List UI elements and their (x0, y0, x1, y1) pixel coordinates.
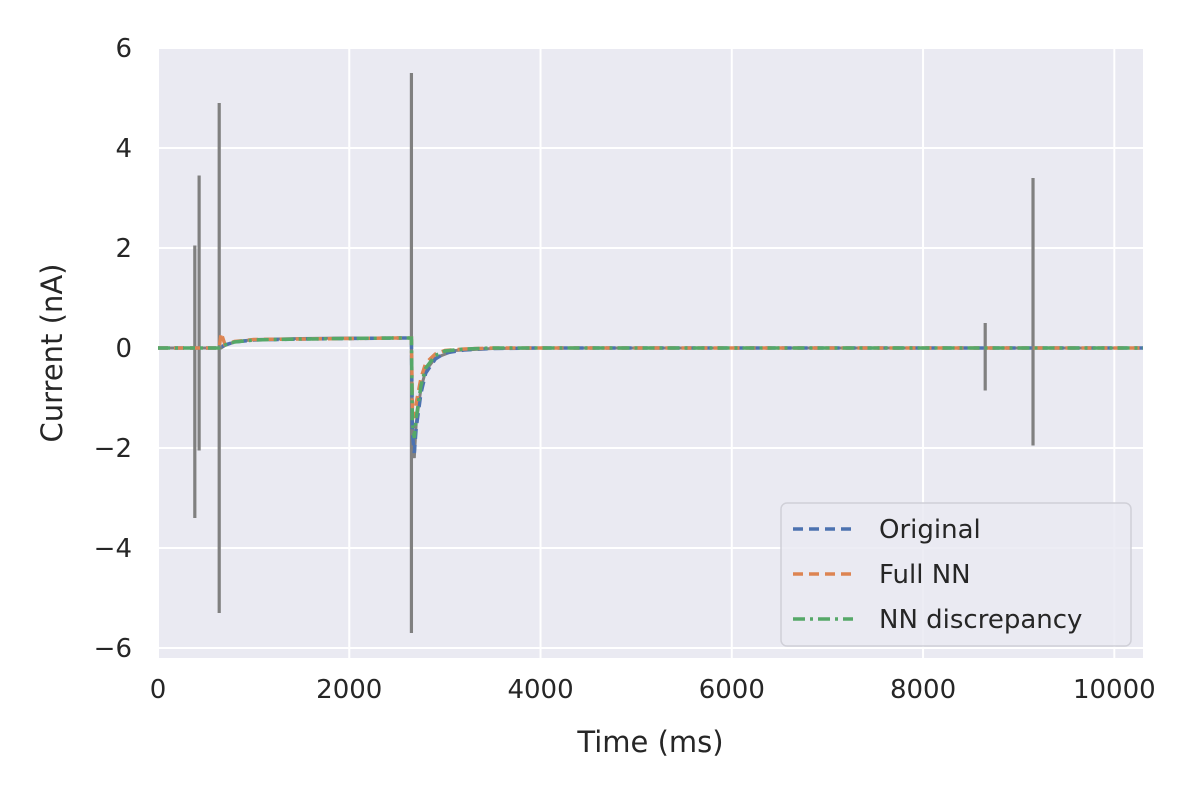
y-tick-label: −6 (94, 634, 132, 664)
legend-box (780, 502, 1132, 647)
legend-label: NN discrepancy (879, 605, 1082, 635)
x-tick-label: 4000 (507, 675, 573, 705)
x-tick-label: 10000 (1073, 675, 1156, 705)
x-tick-label: 6000 (699, 675, 765, 705)
y-tick-label: −2 (94, 434, 132, 464)
y-tick-label: 0 (115, 334, 132, 364)
x-tick-label: 8000 (890, 675, 956, 705)
legend-label: Original (879, 515, 981, 545)
y-tick-label: 6 (115, 34, 132, 64)
series-line-2 (158, 336, 1143, 439)
x-tick-label: 2000 (316, 675, 382, 705)
y-tick-label: 2 (115, 234, 132, 264)
legend-label: Full NN (879, 560, 971, 590)
x-tick-labels: 0 2000 4000 6000 8000 10000 (150, 675, 1156, 705)
y-tick-labels: −6 −4 −2 0 2 4 6 (94, 34, 132, 664)
x-axis-label: Time (ms) (576, 725, 723, 759)
traces (158, 73, 1143, 633)
legend: Original Full NN NN discrepancy (780, 502, 1132, 647)
y-axis-label: Current (nA) (35, 264, 69, 443)
y-tick-label: −4 (94, 534, 132, 564)
x-tick-label: 0 (150, 675, 167, 705)
y-tick-label: 4 (115, 134, 132, 164)
